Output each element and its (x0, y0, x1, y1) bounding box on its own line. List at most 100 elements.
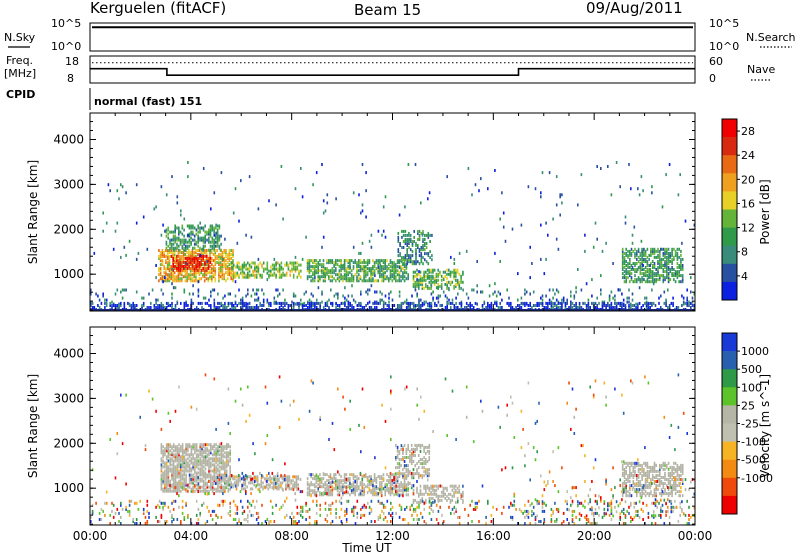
scatter-cell (627, 476, 629, 479)
scatter-cell (254, 292, 256, 296)
scatter-cell (170, 246, 173, 250)
scatter-cell (637, 484, 640, 488)
scatter-cell (649, 301, 651, 305)
scatter-cell (672, 301, 674, 305)
scatter-cell (386, 487, 388, 491)
scatter-cell (408, 256, 410, 260)
scatter-cell (427, 197, 429, 201)
scatter-cell (418, 454, 420, 457)
scatter-cell (159, 253, 162, 256)
scatter-cell (416, 274, 418, 278)
scatter-cell (648, 264, 650, 267)
scatter-cell (450, 301, 452, 305)
scatter-cell (221, 263, 224, 267)
scatter-cell (249, 475, 252, 479)
scatter-cell (417, 244, 419, 247)
scatter-cell (451, 280, 454, 284)
scatter-cell (234, 275, 237, 279)
scatter-cell (195, 240, 198, 244)
scatter-cell (423, 286, 425, 290)
scatter-cell (165, 234, 168, 238)
scatter-cell (324, 277, 326, 281)
scatter-cell (554, 292, 556, 296)
scatter-cell (678, 255, 680, 259)
scatter-cell (529, 276, 531, 280)
scatter-cell (165, 271, 167, 275)
scatter-cell (227, 451, 230, 455)
scatter-cell (225, 457, 228, 461)
scatter-cell (247, 275, 249, 279)
freq-tick-top: 18 (65, 55, 79, 68)
scatter-cell (425, 486, 427, 490)
scatter-cell (416, 445, 418, 449)
scatter-cell (345, 298, 348, 302)
scatter-cell (623, 257, 626, 261)
scatter-cell (183, 465, 186, 469)
scatter-cell (373, 485, 376, 489)
scatter-cell (285, 479, 287, 483)
scatter-cell (641, 255, 643, 259)
scatter-cell (398, 462, 401, 466)
scatter-cell (419, 449, 422, 453)
scatter-cell (363, 265, 365, 269)
scatter-cell (408, 254, 410, 258)
scatter-cell (529, 245, 531, 249)
scatter-cell (397, 260, 400, 264)
scatter-cell (160, 233, 163, 237)
scatter-cell (180, 471, 182, 475)
scatter-cell (480, 177, 482, 181)
scatter-cell (181, 475, 184, 479)
scatter-cell (651, 266, 654, 269)
scatter-cell (232, 477, 234, 481)
scatter-cell (195, 260, 197, 264)
scatter-cell (229, 471, 231, 475)
scatter-cell (204, 461, 207, 465)
scatter-cell (121, 296, 124, 300)
scatter-cell (197, 467, 200, 471)
scatter-cell (630, 494, 633, 498)
nave-tick-bottom: 0 (709, 72, 716, 85)
scatter-cell (192, 473, 194, 477)
scatter-cell (361, 489, 364, 493)
scatter-cell (214, 261, 217, 265)
scatter-cell (214, 249, 217, 252)
scatter-cell (627, 463, 629, 467)
scatter-cell (414, 270, 416, 274)
scatter-cell (671, 253, 673, 257)
scatter-cell (494, 169, 496, 172)
scatter-cell (541, 298, 544, 302)
scatter-cell (636, 474, 638, 477)
scatter-cell (389, 479, 392, 483)
scatter-cell (630, 278, 633, 282)
scatter-cell (186, 273, 188, 277)
scatter-cell (641, 272, 643, 276)
scatter-cell (577, 268, 579, 271)
scatter-cell (680, 274, 682, 278)
scatter-cell (298, 263, 300, 267)
scatter-cell (212, 273, 215, 277)
scatter-cell (370, 277, 372, 281)
scatter-cell (188, 226, 191, 230)
scatter-cell (664, 260, 666, 263)
scatter-cell (403, 259, 406, 263)
scatter-cell (414, 282, 416, 286)
scatter-cell (228, 263, 231, 267)
scatter-cell (453, 268, 455, 272)
scatter-cell (186, 277, 188, 281)
scatter-cell (432, 496, 434, 500)
scatter-cell (218, 246, 221, 250)
scatter-cell (225, 255, 227, 258)
scatter-cell (363, 279, 365, 283)
scatter-cell (431, 254, 433, 258)
scatter-cell (232, 279, 234, 283)
scatter-cell (397, 304, 399, 307)
scatter-cell (634, 469, 636, 473)
scatter-cell (352, 265, 355, 269)
scatter-cell (573, 296, 576, 300)
y-tick-label: 2000 (53, 222, 84, 236)
scatter-cell (205, 277, 208, 281)
scatter-cell (257, 263, 260, 267)
scatter-cell (181, 267, 183, 271)
scatter-cell (252, 261, 254, 265)
scatter-cell (181, 232, 184, 236)
